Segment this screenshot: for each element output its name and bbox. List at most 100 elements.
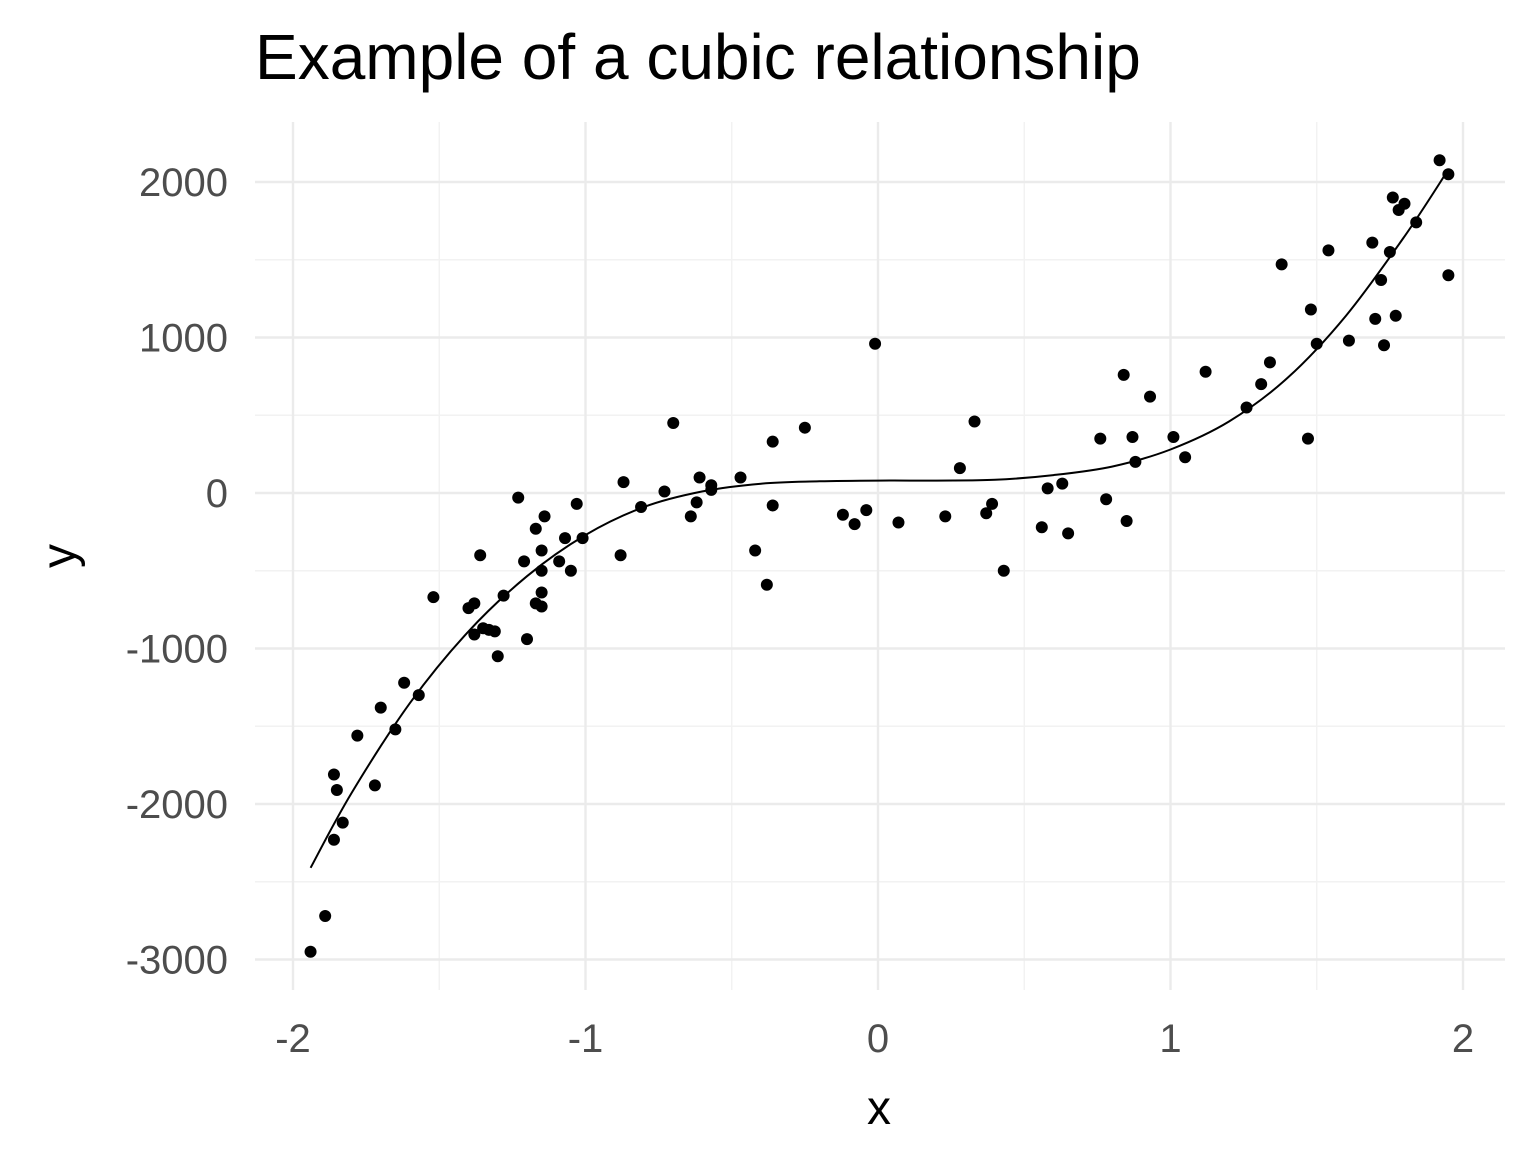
minor-gridlines xyxy=(255,122,1505,990)
data-points xyxy=(304,154,1455,958)
data-point xyxy=(327,833,340,846)
data-point xyxy=(1275,258,1288,271)
data-point xyxy=(1094,432,1107,445)
x-tick-label: -1 xyxy=(568,1017,604,1061)
x-axis-title: x xyxy=(867,1082,891,1135)
data-point xyxy=(488,625,501,638)
data-point xyxy=(997,564,1010,577)
data-point xyxy=(1442,269,1455,282)
data-point xyxy=(836,508,849,521)
data-point xyxy=(734,471,747,484)
data-point xyxy=(412,689,425,702)
data-point xyxy=(1369,312,1382,325)
data-point xyxy=(980,507,993,520)
data-point xyxy=(1144,390,1157,403)
data-point xyxy=(559,532,572,545)
data-point xyxy=(869,337,882,350)
y-tick-label: 2000 xyxy=(139,161,228,205)
data-point xyxy=(1378,339,1391,352)
data-point xyxy=(427,591,440,604)
data-point xyxy=(1386,191,1399,204)
data-point xyxy=(1433,154,1446,167)
data-point xyxy=(1383,245,1396,258)
fit-curve xyxy=(309,169,1450,869)
data-point xyxy=(538,510,551,523)
data-point xyxy=(374,701,387,714)
y-tick-label: -3000 xyxy=(126,939,228,983)
data-point xyxy=(892,516,905,529)
y-tick-label: -2000 xyxy=(126,783,228,827)
data-point xyxy=(860,504,873,517)
y-tick-label: -1000 xyxy=(126,628,228,672)
data-point xyxy=(368,779,381,792)
y-tick-label: 0 xyxy=(206,472,228,516)
data-point xyxy=(1062,527,1075,540)
y-axis-ticks: -3000 -2000 -1000 0 1000 2000 xyxy=(126,161,228,983)
data-point xyxy=(389,723,402,736)
data-point xyxy=(1117,368,1130,381)
data-point xyxy=(468,597,481,610)
data-point xyxy=(760,578,773,591)
data-point xyxy=(535,600,548,613)
data-point xyxy=(939,510,952,523)
data-point xyxy=(1179,451,1192,464)
data-point xyxy=(535,564,548,577)
x-axis-ticks: -2 -1 0 1 2 xyxy=(275,1017,1474,1061)
data-point xyxy=(518,555,531,568)
data-point xyxy=(491,650,504,663)
data-point xyxy=(1342,334,1355,347)
data-point xyxy=(693,471,706,484)
data-point xyxy=(474,549,487,562)
data-point xyxy=(658,485,671,498)
data-point xyxy=(848,518,861,531)
data-point xyxy=(1240,401,1253,414)
data-point xyxy=(968,415,981,428)
data-point xyxy=(497,589,510,602)
data-point xyxy=(336,816,349,829)
data-point xyxy=(564,564,577,577)
data-point xyxy=(1310,337,1323,350)
data-point xyxy=(351,729,364,742)
data-point xyxy=(667,417,680,430)
data-point xyxy=(535,544,548,557)
y-axis-title: y xyxy=(33,544,86,568)
x-tick-label: 0 xyxy=(867,1017,889,1061)
data-point xyxy=(529,522,542,535)
data-point xyxy=(1041,482,1054,495)
fit-curve-layer xyxy=(309,169,1450,869)
data-point xyxy=(1304,303,1317,316)
data-point xyxy=(1167,431,1180,444)
chart-title: Example of a cubic relationship xyxy=(255,21,1141,93)
data-point xyxy=(553,555,566,568)
data-point xyxy=(521,633,533,646)
data-point xyxy=(1410,216,1423,229)
data-point xyxy=(576,532,589,545)
data-point xyxy=(1100,493,1113,506)
x-tick-label: 2 xyxy=(1452,1017,1474,1061)
data-point xyxy=(953,462,966,475)
data-point xyxy=(398,676,411,689)
data-point xyxy=(1056,477,1069,490)
data-point xyxy=(468,628,481,641)
y-tick-label: 1000 xyxy=(139,317,228,361)
data-point xyxy=(1035,521,1048,534)
data-point xyxy=(986,497,999,510)
data-point xyxy=(1322,244,1335,257)
data-point xyxy=(1129,455,1142,468)
data-point xyxy=(1120,514,1133,527)
data-point xyxy=(617,476,630,489)
data-point xyxy=(798,421,811,434)
data-point xyxy=(1389,309,1402,322)
data-point xyxy=(766,499,779,512)
x-tick-label: 1 xyxy=(1159,1017,1181,1061)
data-point xyxy=(570,497,583,510)
data-point xyxy=(1199,365,1212,378)
data-point xyxy=(512,491,525,504)
data-point xyxy=(319,909,332,922)
data-point xyxy=(327,768,340,781)
data-point xyxy=(1375,273,1388,286)
data-point xyxy=(1301,432,1314,445)
data-point xyxy=(330,784,343,797)
data-point xyxy=(1366,236,1379,249)
